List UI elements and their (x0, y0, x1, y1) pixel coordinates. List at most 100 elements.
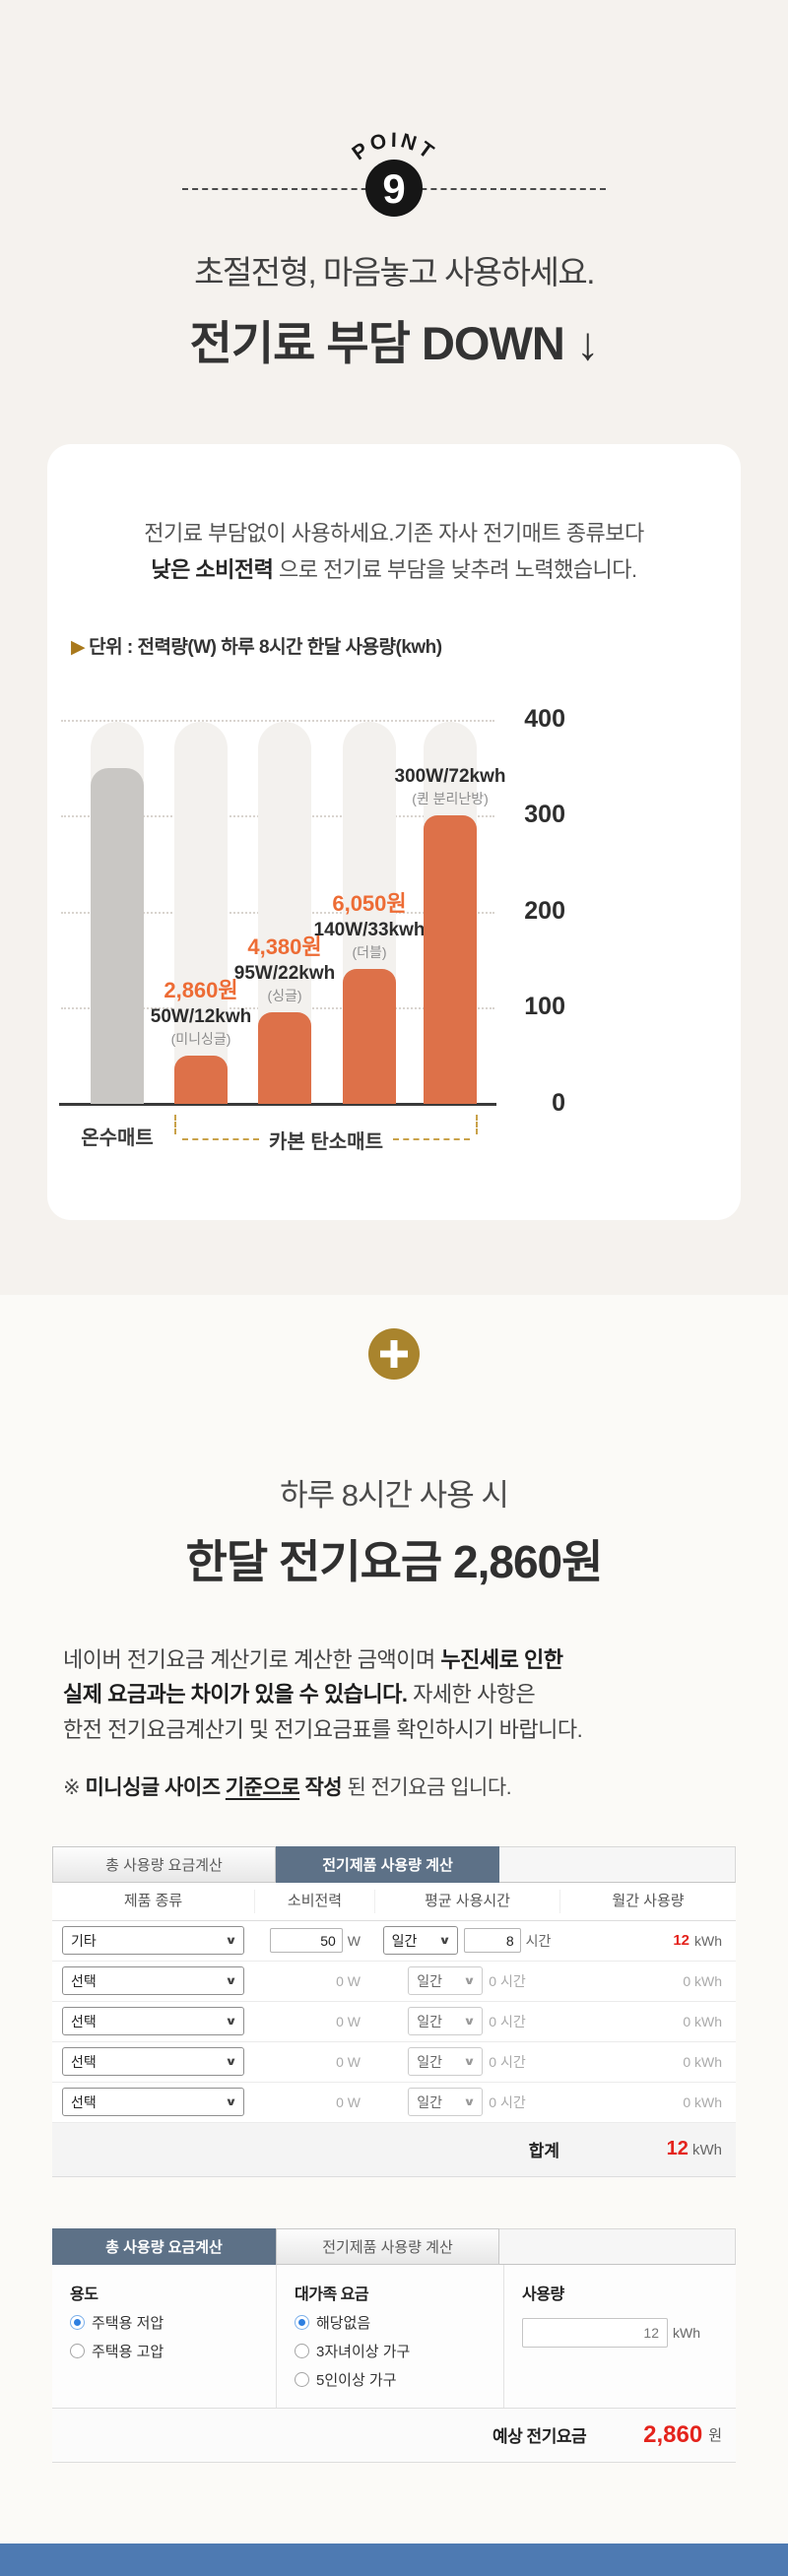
bar-size-label: (더블) (352, 943, 387, 960)
radio-option[interactable]: 3자녀이상 가구 (295, 2341, 503, 2361)
power-cell: 0 W (336, 1972, 361, 1989)
power-cell: W (254, 1928, 374, 1954)
tab-filler (499, 2227, 736, 2265)
period-select[interactable]: 일간 ∨ (382, 1926, 458, 1956)
triangle-bullet-icon: ▶ (71, 636, 86, 658)
next-section-strip (0, 2543, 788, 2576)
radio-option[interactable]: 5인이상 가구 (295, 2369, 503, 2390)
radio-option[interactable]: 해당없음 (295, 2312, 503, 2333)
hours-input[interactable] (463, 1928, 521, 1954)
chart: 2,860원 50W/12kwh (미니싱글) 4,380원 95W/22kwh (싱글)… (47, 661, 741, 1161)
notice-l3: 한전 전기요금계산기 및 전기요금표를 확인하시기 바랍니다. (63, 1717, 583, 1743)
desc-line1: 전기료 부담없이 사용하세요.기존 자사 전기매트 종류보다 (144, 521, 644, 546)
product-cell: 선택 ∨ (52, 2047, 254, 2077)
period-select[interactable]: 일간 ∨ (408, 2088, 484, 2117)
bar-price-label: 2,860원 (164, 978, 238, 1003)
product-select[interactable]: 선택 ∨ (62, 2047, 244, 2077)
usage-unit: kWh (673, 2324, 700, 2341)
y-axis-tick: 100 (524, 993, 565, 1021)
usage-input[interactable] (522, 2317, 668, 2348)
table-row: 선택 ∨ 0 W 일간 ∨ 0 시간 0 kWh (52, 2082, 736, 2123)
monthly-usage-cell: 0 kWh (683, 2053, 722, 2070)
notice-paragraph: 네이버 전기요금 계산기로 계산한 금액이며 누진세로 인한 실제 요금과는 차… (63, 1642, 725, 1748)
chevron-down-icon: ∨ (225, 1975, 237, 1988)
category-label-hot-water-mat: 온수매트 (81, 1127, 154, 1149)
time-cell: 일간∨시간 (374, 1926, 559, 1956)
chevron-down-icon: ∨ (463, 2096, 477, 2109)
product-select[interactable]: 선택 ∨ (62, 1966, 244, 1996)
product-select[interactable]: 기타 ∨ (62, 1926, 244, 1956)
chevron-down-icon: ∨ (225, 2056, 237, 2069)
period-select[interactable]: 일간 ∨ (408, 2007, 484, 2036)
radio-button-icon[interactable] (295, 2371, 309, 2387)
product-select[interactable]: 선택 ∨ (62, 2088, 244, 2117)
y-axis-tick: 300 (524, 801, 565, 829)
power-input[interactable] (269, 1928, 343, 1954)
bar-label-stack: 4,380원 95W/22kwh (싱글) (234, 934, 335, 1003)
tab-filler (499, 1845, 736, 1883)
radio-button-icon[interactable] (295, 2343, 309, 2358)
footnote-underlined: 기준으로 (225, 1775, 300, 1799)
period-select[interactable]: 일간 ∨ (408, 2047, 484, 2077)
desc-line2-rest: 으로 전기료 부담을 낮추려 노력했습니다. (273, 557, 637, 583)
x-axis-line (59, 1102, 496, 1106)
calc1-tab-2[interactable]: 전기제품 사용량 계산 (276, 1845, 499, 1883)
total-unit: kWh (692, 2142, 722, 2159)
point-circle (365, 160, 423, 217)
monthly-subtitle: 하루 8시간 사용 시 (280, 1477, 509, 1513)
monthly-usage-cell: 0 kWh (683, 1972, 722, 1989)
calc2-tab-2[interactable]: 전기제품 사용량 계산 (276, 2227, 499, 2265)
x-axis-labels: 온수매트 카본 탄소매트 (73, 1112, 502, 1155)
radio-button-icon[interactable] (70, 2343, 85, 2358)
purpose-group: 용도 주택용 저압 주택용 고압 (52, 2265, 276, 2408)
footnote-bold2: 작성 (299, 1775, 343, 1799)
power-cell: 0 W (336, 2093, 361, 2110)
product-cell: 선택 ∨ (52, 1966, 254, 1996)
bar-size-label: (퀸 분리난방) (412, 790, 489, 806)
section-title: 전기료 부담 DOWN ↓ (189, 317, 600, 369)
column-header: 평균 사용시간 (374, 1889, 559, 1913)
radio-option[interactable]: 주택용 저압 (70, 2312, 276, 2333)
result-value: 2,860 (643, 2420, 703, 2448)
usage-table-total-row: 합계 12 kWh (52, 2122, 736, 2177)
radio-label: 3자녀이상 가구 (316, 2343, 411, 2360)
table-row: 선택 ∨ 0 W 일간 ∨ 0 시간 0 kWh (52, 2001, 736, 2042)
y-axis-tick: 200 (524, 896, 565, 925)
usage-title: 사용량 (522, 2286, 564, 2303)
chart-title-text: 단위 : 전력량(W) 하루 8시간 한달 사용량(kwh) (89, 636, 442, 658)
result-unit: 원 (708, 2427, 722, 2445)
bar-3 (258, 1011, 311, 1104)
radio-button-icon[interactable] (295, 2314, 309, 2330)
radio-button-icon[interactable] (70, 2314, 85, 2330)
bar-column: 6,050원 140W/33kwh (더블) (314, 720, 426, 1104)
bar-label-stack: 300W/72kwh (퀸 분리난방) (395, 765, 506, 807)
bar-spec-label: 50W/12kwh (150, 1005, 252, 1027)
radio-option[interactable]: 주택용 고압 (70, 2341, 276, 2361)
bar-spec-label: 140W/33kwh (313, 919, 426, 940)
period-select[interactable]: 일간 ∨ (408, 1966, 484, 1996)
table-row: 선택 ∨ 0 W 일간 ∨ 0 시간 0 kWh (52, 2041, 736, 2083)
chevron-down-icon: ∨ (463, 2016, 477, 2029)
radio-label: 주택용 고압 (92, 2343, 164, 2360)
chart-plot: 2,860원 50W/12kwh (미니싱글) 4,380원 95W/22kwh (싱글)… (59, 719, 506, 1106)
product-select[interactable]: 선택 ∨ (62, 2007, 244, 2036)
bar-5 (424, 814, 477, 1104)
y-axis-tick: 400 (524, 704, 565, 733)
calc1-tab-1[interactable]: 총 사용량 요금계산 (52, 1845, 276, 1883)
usage-calculator: 총 사용량 요금계산 전기제품 사용량 계산 제품 종류 소비전력 평균 사용시간 월간… (52, 1845, 736, 2177)
notice-l1a: 네이버 전기요금 계산기로 계산한 금액이며 (63, 1646, 441, 1672)
total-kwh: 12 (666, 2138, 689, 2160)
category-bracket: 카본 탄소매트 (174, 1114, 478, 1153)
product-cell: 기타 ∨ (52, 1926, 254, 1956)
footnote-rest: 된 전기요금 입니다. (342, 1775, 512, 1799)
desc-line2-bold: 낮은 소비전력 (151, 557, 274, 583)
calc2-tabs: 총 사용량 요금계산 전기제품 사용량 계산 (52, 2227, 736, 2265)
plus-icon (368, 1327, 420, 1380)
monthly-usage-cell: 0 kWh (683, 2013, 722, 2029)
fee-result-row: 예상 전기요금 2,860 원 (52, 2408, 736, 2463)
category-label-carbon-mat: 카본 탄소매트 (269, 1130, 383, 1153)
bracket-dash-right (392, 1138, 470, 1141)
calc2-tab-1[interactable]: 총 사용량 요금계산 (52, 2227, 276, 2265)
chevron-down-icon: ∨ (225, 2096, 237, 2109)
